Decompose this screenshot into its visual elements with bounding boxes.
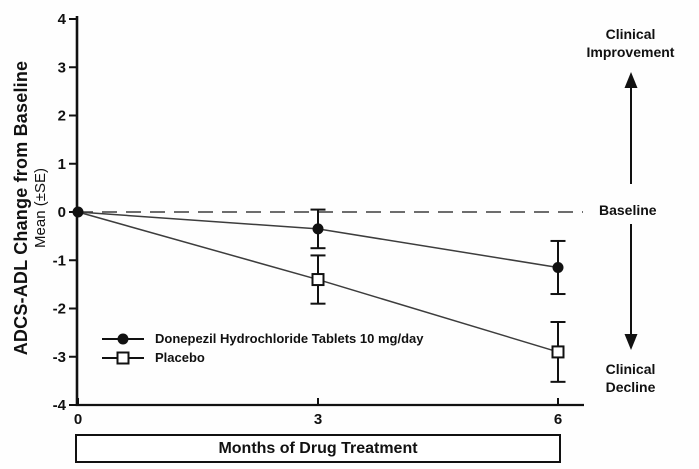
legend: Donepezil Hydrochloride Tablets 10 mg/da… [100, 329, 424, 367]
legend-label-placebo: Placebo [155, 350, 205, 365]
open-square-marker-icon [102, 351, 144, 364]
svg-text:2: 2 [58, 108, 66, 125]
markers-placebo [311, 273, 565, 359]
svg-text:3: 3 [314, 411, 322, 428]
svg-text:-3: -3 [53, 349, 66, 366]
clinical-improvement-arrow-icon [624, 72, 638, 184]
error-bars-donepezil [310, 208, 566, 296]
legend-label-donepezil: Donepezil Hydrochloride Tablets 10 mg/da… [155, 331, 424, 346]
svg-text:-1: -1 [53, 252, 66, 269]
legend-row-donepezil: Donepezil Hydrochloride Tablets 10 mg/da… [100, 329, 424, 348]
y-axis-ticks: 4 3 2 1 0 -1 -2 -3 -4 [53, 11, 77, 414]
svg-text:0: 0 [58, 204, 66, 221]
svg-text:-2: -2 [53, 301, 66, 318]
legend-row-placebo: Placebo [100, 348, 424, 367]
clinical-decline-arrow-icon [624, 224, 638, 350]
x-axis-title: Months of Drug Treatment [218, 439, 418, 457]
clinical-improvement-label: Clinical Improvement [586, 26, 675, 60]
svg-text:-4: -4 [53, 397, 67, 414]
filled-circle-marker-icon [102, 333, 144, 344]
svg-text:3: 3 [58, 59, 66, 76]
svg-text:0: 0 [74, 411, 82, 428]
svg-text:6: 6 [554, 411, 562, 428]
x-axis-title-box: Months of Drug Treatment [75, 434, 561, 463]
baseline-label: Baseline [599, 202, 657, 218]
svg-text:1: 1 [58, 156, 66, 173]
svg-text:4: 4 [58, 11, 67, 28]
x-axis-ticks: 0 3 6 [74, 398, 562, 428]
clinical-decline-label: Clinical Decline [605, 361, 656, 395]
markers-donepezil [72, 206, 564, 273]
